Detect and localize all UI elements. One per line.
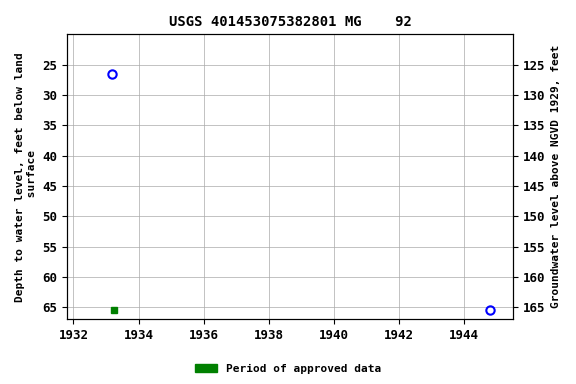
Legend: Period of approved data: Period of approved data [191, 359, 385, 379]
Y-axis label: Groundwater level above NGVD 1929, feet: Groundwater level above NGVD 1929, feet [551, 45, 561, 308]
Title: USGS 401453075382801 MG    92: USGS 401453075382801 MG 92 [169, 15, 411, 29]
Y-axis label: Depth to water level, feet below land
 surface: Depth to water level, feet below land su… [15, 52, 37, 302]
